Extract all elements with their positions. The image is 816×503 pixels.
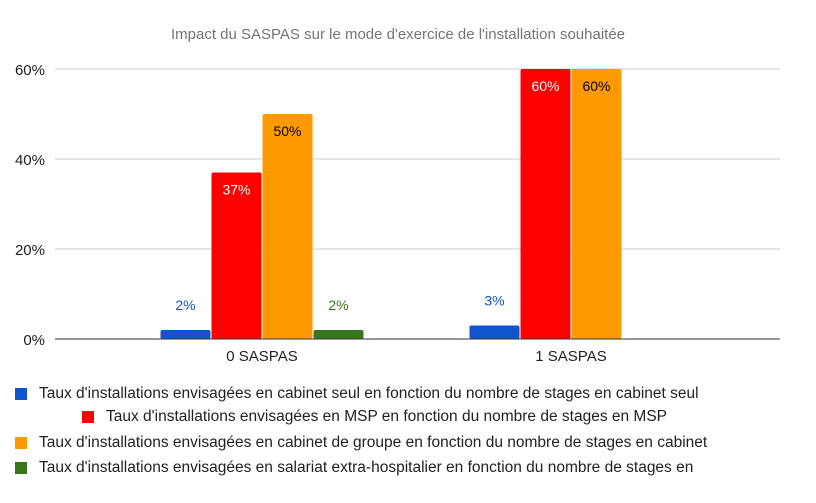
bar	[211, 172, 262, 339]
bar	[571, 69, 622, 339]
data-label: 60%	[531, 78, 559, 94]
y-tick-label: 0%	[23, 332, 45, 349]
data-label: 60%	[582, 78, 610, 94]
x-tick-label: 0 SASPAS	[226, 348, 297, 365]
bar	[160, 330, 211, 339]
y-tick-label: 40%	[15, 152, 45, 169]
y-tick-label: 60%	[15, 62, 45, 79]
y-tick-label: 20%	[15, 242, 45, 259]
data-label: 3%	[484, 293, 504, 309]
data-label: 50%	[273, 123, 301, 139]
bar	[469, 325, 520, 339]
bar	[262, 114, 313, 339]
chart-title: Impact du SASPAS sur le mode d'exercice …	[171, 26, 625, 43]
bar	[520, 69, 571, 339]
data-label: 2%	[328, 297, 348, 313]
data-label: 37%	[222, 182, 250, 198]
data-label: 2%	[175, 297, 195, 313]
bar	[313, 330, 364, 339]
x-tick-label: 1 SASPAS	[535, 348, 606, 365]
